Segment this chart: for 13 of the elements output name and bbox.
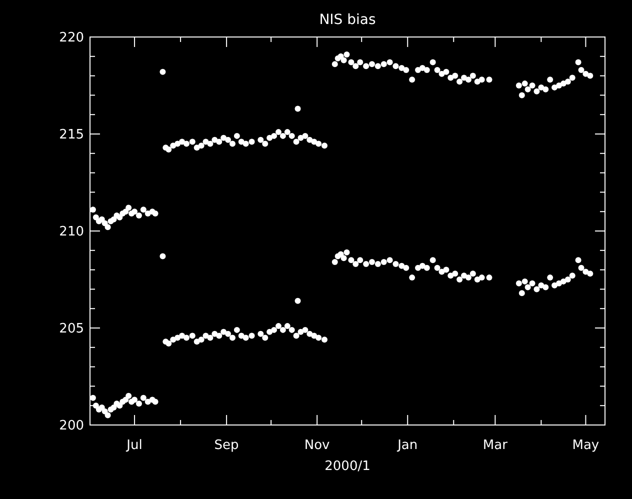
chart-title: NIS bias [319, 12, 376, 28]
y-tick-label: 215 [59, 128, 84, 143]
x-tick-label: Mar [482, 438, 508, 453]
y-tick-label: 205 [59, 322, 84, 337]
x-tick-label: Jul [126, 438, 142, 453]
y-tick-label: 210 [59, 224, 84, 240]
x-axis-title: 2000/1 [324, 459, 370, 474]
x-tick-label: May [572, 438, 600, 453]
y-tick-label: 200 [59, 418, 84, 434]
x-tick-label: Sep [214, 438, 239, 453]
y-tick-label: 220 [59, 30, 84, 46]
x-tick-label: Nov [304, 438, 330, 453]
x-tick-label: Jan [396, 438, 418, 453]
